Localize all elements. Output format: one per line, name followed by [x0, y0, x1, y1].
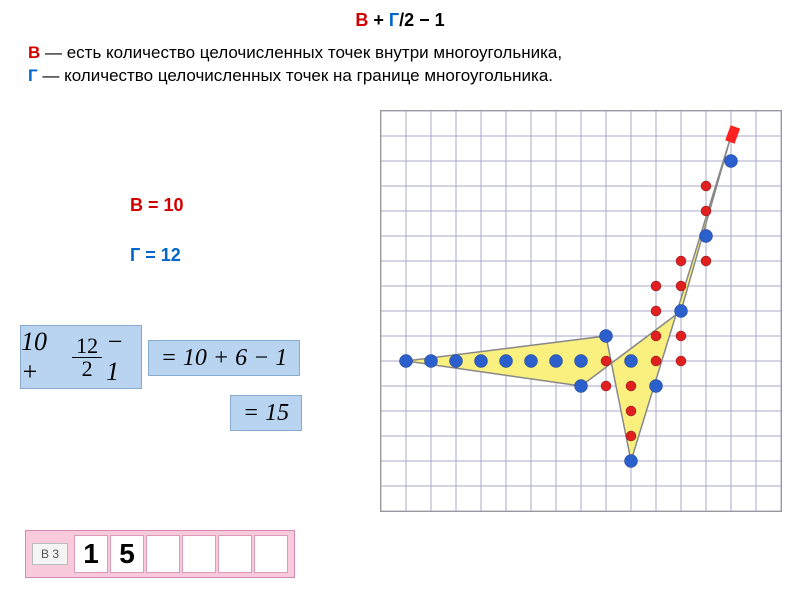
answer-cell[interactable]: [218, 535, 252, 573]
fbox1-left: 10 +: [21, 327, 68, 387]
lattice-grid: [380, 110, 782, 512]
answer-cell[interactable]: 5: [110, 535, 144, 573]
value-g: Г = 12: [130, 245, 181, 266]
answer-cell[interactable]: [254, 535, 288, 573]
fbox1-num: 12: [72, 335, 102, 358]
answer-cell[interactable]: [146, 535, 180, 573]
title-tail: /2 − 1: [399, 10, 445, 30]
description: В — есть количество целочисленных точек …: [28, 42, 768, 88]
title-g: Г: [389, 10, 399, 30]
answer-strip: В 3 15: [25, 530, 295, 578]
fbox1-right: − 1: [106, 327, 141, 387]
formula-box-3: = 15: [230, 395, 302, 431]
title-v: В: [355, 10, 368, 30]
formula-box-2: = 10 + 6 − 1: [148, 340, 300, 376]
desc-line1: — есть количество целочисленных точек вн…: [40, 43, 562, 62]
title-plus: +: [368, 10, 389, 30]
answer-label-button[interactable]: В 3: [32, 543, 68, 565]
desc-v: В: [28, 43, 40, 62]
formula-box-1: 10 + 12 2 − 1: [20, 325, 142, 389]
desc-line2: — количество целочисленных точек на гран…: [38, 66, 553, 85]
answer-cell[interactable]: [182, 535, 216, 573]
answer-cell[interactable]: 1: [74, 535, 108, 573]
answer-cells: 15: [74, 535, 288, 573]
formula-title: В + Г/2 − 1: [0, 10, 800, 31]
fbox1-den: 2: [78, 358, 97, 380]
desc-g: Г: [28, 66, 38, 85]
value-v: В = 10: [130, 195, 184, 216]
